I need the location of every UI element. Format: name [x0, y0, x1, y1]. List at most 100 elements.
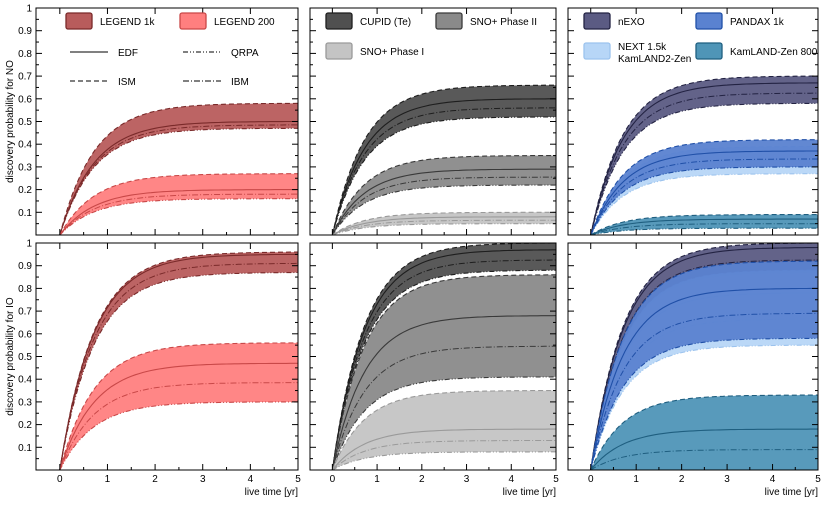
upper-ism-line [59, 251, 298, 471]
panel-legend-IO: 0.1 0.2 0.3 0.4 0.5 0.6 0.7 0.8 0.9 1 0 1 2 3 4 5 live t… [18, 239, 301, 499]
band-legend-NO-0 [59, 103, 298, 235]
band-tellurium-NO-1 [332, 155, 556, 235]
x-tick-label: 0 [57, 474, 63, 485]
legend-label: PANDAX 1k [730, 17, 785, 28]
ibm-line [59, 382, 298, 471]
x-tick-label: 1 [374, 474, 380, 485]
y-tick-label: 0.6 [18, 94, 32, 105]
edf-line [332, 216, 556, 236]
panel-legend-NO: 0.1 0.2 0.3 0.4 0.5 0.6 0.7 0.8 0.9 1 [18, 4, 299, 236]
y-tick-label: 1 [26, 4, 32, 15]
legend-label: SNO+ Phase II [470, 17, 537, 28]
upper-ism-line [331, 84, 556, 236]
ibm-line [59, 262, 299, 471]
edf-line [59, 120, 298, 236]
band-tellurium-NO-2 [332, 212, 556, 235]
y-tick-label: 0.2 [18, 420, 32, 431]
ibm-line [590, 158, 818, 236]
y-tick-label: 0.7 [18, 72, 32, 83]
lower-qrpa-line [590, 173, 818, 236]
legend-nexo-swatch [583, 12, 611, 30]
edf-line [590, 428, 818, 471]
x-tick-label: 5 [553, 474, 559, 485]
x-tick-label: 2 [679, 474, 685, 485]
legend-legend1k-swatch [65, 12, 93, 30]
legend-label: NEXT 1.5k [618, 42, 667, 53]
edf-line [59, 362, 298, 471]
y-axis-label: discovery probability for IO [5, 297, 16, 416]
lower-qrpa-line [331, 184, 556, 236]
x-tick-label: 2 [152, 474, 158, 485]
ibm-line [590, 312, 818, 471]
upper-ism-line [590, 139, 818, 236]
x-axis-label: live time [yr] [503, 487, 557, 498]
legend-label: KamLAND-Zen 800 [730, 47, 818, 58]
lower-qrpa-line [332, 451, 556, 471]
y-tick-label: 0.9 [18, 26, 32, 37]
legend-snoplus1-swatch [325, 42, 353, 60]
edf-line [590, 150, 818, 236]
y-tick-label: 1 [26, 239, 32, 250]
lower-qrpa-line [590, 344, 819, 471]
x-axis-label: live time [yr] [765, 487, 819, 498]
band-legend-NO-1 [59, 173, 298, 235]
upper-ism-line [590, 260, 818, 471]
legend-label: EDF [118, 48, 138, 59]
lower-qrpa-line [59, 127, 298, 236]
y-tick-label: 0.9 [18, 261, 32, 272]
y-tick-label: 0.5 [18, 352, 32, 363]
upper-ism-line [331, 274, 556, 471]
x-tick-label: 1 [633, 474, 639, 485]
panel-tellurium-IO: 0 1 2 3 4 5 live time [yr] [309, 242, 559, 498]
lower-qrpa-line [59, 198, 298, 236]
lower-qrpa-line [59, 401, 298, 471]
y-tick-label: 0.4 [18, 140, 32, 151]
panel-xenon-IO: 0 1 2 3 4 5 live time [yr] [567, 242, 821, 498]
legend-label: CUPID (Te) [360, 17, 411, 28]
x-tick-label: 4 [248, 474, 254, 485]
legend-label: nEXO [618, 17, 645, 28]
ibm-line [590, 223, 818, 236]
ibm-line [331, 107, 556, 236]
edf-line [331, 168, 556, 236]
y-tick-label: 0.8 [18, 49, 32, 60]
upper-ism-line [332, 211, 556, 236]
y-tick-label: 0.6 [18, 329, 32, 340]
x-axis-label: live time [yr] [245, 487, 299, 498]
lower-qrpa-line [331, 116, 556, 236]
upper-ism-line [590, 75, 818, 236]
legend-label: LEGEND 200 [214, 17, 275, 28]
legend-label: ISM [118, 77, 136, 88]
band-tellurium-IO-0 [332, 243, 556, 470]
x-tick-label: 3 [724, 474, 730, 485]
upper-ism-line [331, 155, 556, 236]
y-tick-label: 0.2 [18, 185, 32, 196]
y-axis-label: discovery probability for NO [5, 60, 16, 183]
ibm-line [331, 345, 556, 471]
edf-line [59, 253, 298, 471]
x-tick-label: 1 [105, 474, 111, 485]
x-tick-label: 0 [588, 474, 594, 485]
edf-line [331, 428, 556, 471]
y-tick-label: 0.1 [18, 443, 32, 454]
y-tick-label: 0.3 [18, 397, 32, 408]
y-tick-label: 0.1 [18, 208, 32, 219]
upper-ism-line [590, 242, 818, 471]
legend-label: KamLAND2-Zen [618, 54, 691, 65]
edf-line [590, 218, 818, 236]
lower-qrpa-line [590, 227, 818, 236]
upper-ism-line [331, 390, 556, 471]
lower-qrpa-line [331, 269, 557, 471]
y-tick-label: 0.8 [18, 284, 32, 295]
legend-label: LEGEND 1k [100, 17, 155, 28]
panel-tellurium-NO [309, 7, 557, 236]
x-tick-label: 3 [200, 474, 206, 485]
ibm-line [332, 219, 556, 236]
x-tick-label: 5 [815, 474, 821, 485]
legend-snoplus2-swatch [435, 12, 463, 30]
x-tick-label: 3 [464, 474, 470, 485]
x-tick-label: 4 [508, 474, 514, 485]
legend-legend200-swatch [179, 12, 207, 30]
legend-next-swatch [583, 42, 611, 60]
